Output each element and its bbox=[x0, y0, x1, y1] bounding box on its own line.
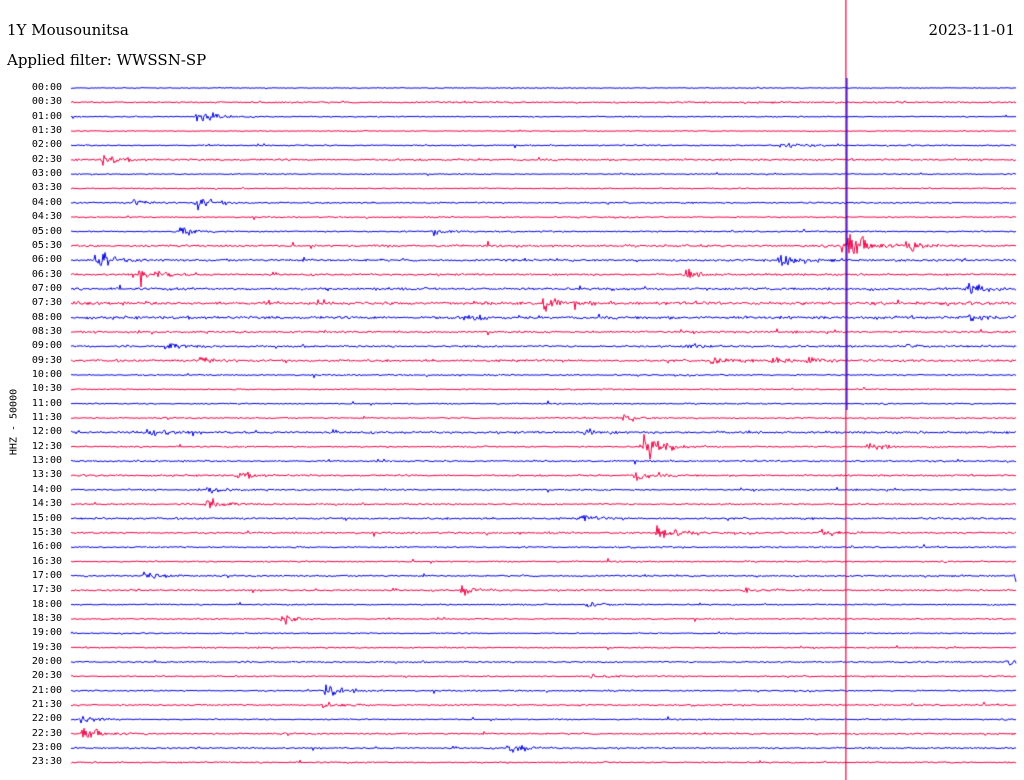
time-label: 20:00 bbox=[31, 656, 62, 667]
time-label: 06:00 bbox=[31, 254, 62, 266]
station-title: 1Y Mousounitsa bbox=[7, 21, 129, 39]
time-label: 15:00 bbox=[31, 512, 62, 524]
time-label: 19:00 bbox=[31, 627, 62, 639]
time-label: 09:00 bbox=[31, 340, 62, 352]
time-label: 20:30 bbox=[31, 670, 62, 682]
time-label: 22:00 bbox=[31, 713, 62, 725]
time-label: 12:00 bbox=[31, 426, 62, 438]
time-label: 07:30 bbox=[31, 297, 62, 309]
y-axis-label: HHZ - 50000 bbox=[8, 388, 20, 456]
time-label: 21:30 bbox=[31, 699, 62, 711]
time-label: 10:00 bbox=[31, 369, 62, 380]
time-label: 13:00 bbox=[31, 455, 62, 467]
time-label: 03:30 bbox=[31, 182, 62, 194]
time-label: 06:30 bbox=[31, 268, 62, 280]
time-label: 11:00 bbox=[31, 397, 62, 409]
time-label: 08:30 bbox=[31, 325, 62, 337]
time-label: 00:00 bbox=[31, 82, 62, 93]
time-label: 00:30 bbox=[31, 96, 62, 108]
time-label: 09:30 bbox=[31, 354, 62, 366]
time-label: 16:30 bbox=[31, 555, 62, 567]
time-label: 18:30 bbox=[31, 612, 62, 624]
time-label: 23:30 bbox=[31, 756, 62, 768]
time-label: 02:30 bbox=[31, 153, 62, 165]
time-label: 01:00 bbox=[31, 110, 62, 122]
time-label: 05:30 bbox=[31, 239, 62, 251]
time-label: 05:00 bbox=[31, 225, 62, 237]
time-label: 04:00 bbox=[31, 196, 62, 208]
time-label: 02:00 bbox=[31, 139, 62, 151]
time-label: 10:30 bbox=[31, 383, 62, 395]
time-label: 21:00 bbox=[31, 684, 62, 696]
time-label: 11:30 bbox=[31, 412, 62, 424]
time-label: 14:00 bbox=[31, 483, 62, 495]
time-label: 23:00 bbox=[31, 742, 62, 754]
time-label: 17:00 bbox=[31, 569, 62, 581]
time-label: 17:30 bbox=[31, 584, 62, 596]
time-label: 08:00 bbox=[31, 311, 62, 323]
time-label: 18:00 bbox=[31, 598, 62, 610]
filter-label: Applied filter: WWSSN-SP bbox=[7, 51, 207, 69]
time-label: 14:30 bbox=[31, 498, 62, 510]
time-label: 19:30 bbox=[31, 641, 62, 653]
date-label: 2023-11-01 bbox=[928, 21, 1015, 39]
time-label: 07:00 bbox=[31, 282, 62, 294]
time-label: 13:30 bbox=[31, 469, 62, 481]
time-label: 04:30 bbox=[31, 211, 62, 223]
time-label: 16:00 bbox=[31, 541, 62, 553]
time-label: 01:30 bbox=[31, 125, 62, 137]
time-label: 03:00 bbox=[31, 168, 62, 180]
time-label: 15:30 bbox=[31, 526, 62, 538]
time-label: 12:30 bbox=[31, 440, 62, 452]
time-label: 22:30 bbox=[31, 727, 62, 739]
